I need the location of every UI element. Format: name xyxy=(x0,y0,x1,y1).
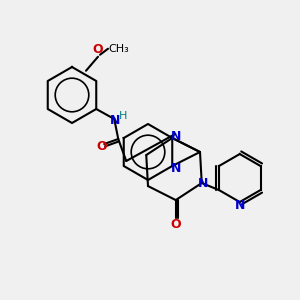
Text: O: O xyxy=(170,218,181,231)
Text: N: N xyxy=(235,199,245,212)
Text: O: O xyxy=(93,43,103,56)
Text: H: H xyxy=(119,111,128,121)
Text: N: N xyxy=(110,113,120,127)
Text: O: O xyxy=(96,140,106,152)
Text: N: N xyxy=(198,176,208,190)
Text: N: N xyxy=(171,161,181,175)
Text: N: N xyxy=(171,130,181,142)
Text: CH₃: CH₃ xyxy=(108,44,129,54)
